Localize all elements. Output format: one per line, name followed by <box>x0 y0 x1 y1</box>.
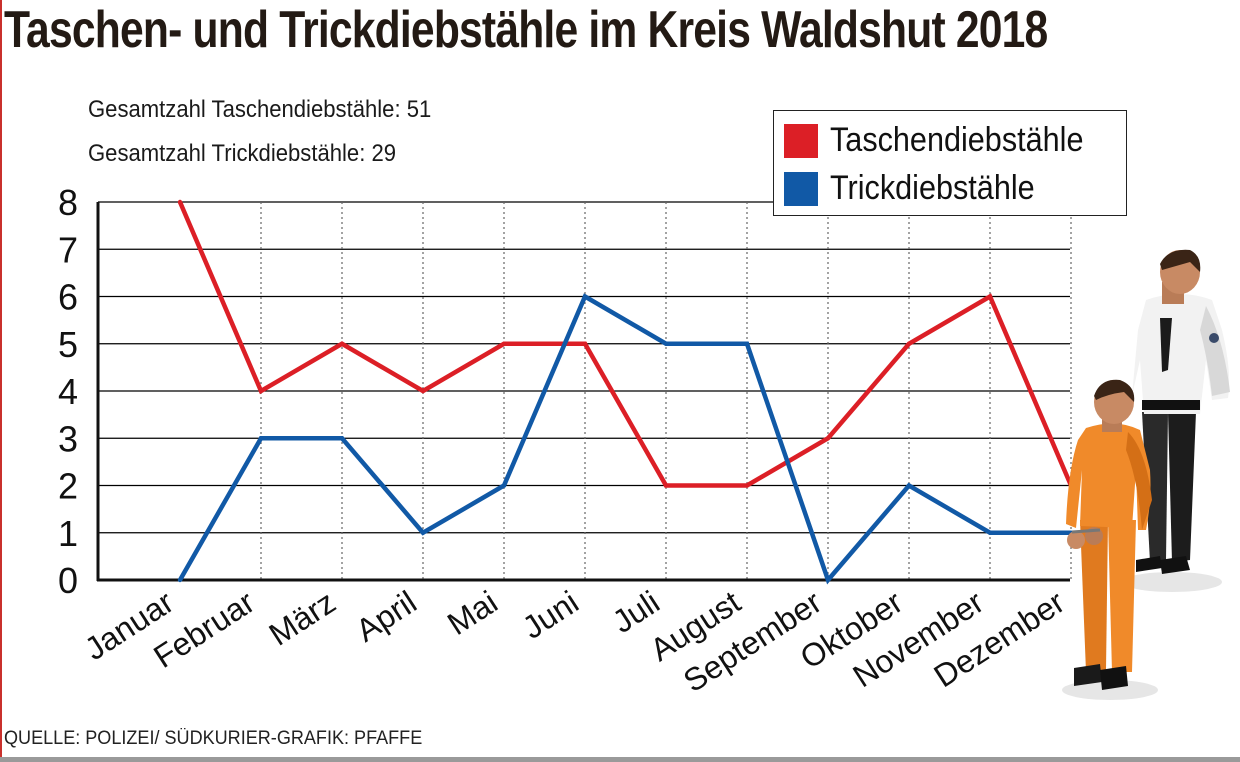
bottom-bar <box>0 757 1240 762</box>
total-trickdiebstaehle: Gesamtzahl Trickdiebstähle: 29 <box>88 140 397 167</box>
legend: Taschendiebstähle Trickdiebstähle <box>773 110 1127 216</box>
total-taschendiebstaehle: Gesamtzahl Taschendiebstähle: 51 <box>88 96 432 123</box>
y-tick-label-7: 7 <box>58 229 78 270</box>
data-point-s0-1 <box>258 388 264 394</box>
y-tick-label-6: 6 <box>58 277 78 318</box>
data-point-s0-5 <box>582 341 588 346</box>
data-point-s0-10 <box>987 294 993 299</box>
data-point-s1-3 <box>420 530 426 535</box>
x-tick-label-4: Mai <box>441 584 504 642</box>
legend-swatch-blue <box>784 171 818 206</box>
series-line-1 <box>178 293 1071 585</box>
left-border-rule <box>0 0 2 762</box>
data-point-s1-9 <box>906 483 912 488</box>
data-point-s0-9 <box>906 341 912 346</box>
police-prisoner-illustration <box>1062 249 1230 700</box>
legend-label-trickdiebstaehle: Trickdiebstähle <box>830 169 1035 207</box>
y-tick-label-1: 1 <box>58 513 78 554</box>
legend-label-taschendiebstaehle: Taschendiebstähle <box>830 121 1084 159</box>
data-point-s0-6 <box>663 483 669 488</box>
x-tick-label-3: April <box>350 584 423 649</box>
legend-item-trickdiebstaehle: Trickdiebstähle <box>784 169 1057 208</box>
y-tick-label-0: 0 <box>58 560 78 601</box>
data-point-s1-8 <box>825 577 831 583</box>
y-tick-label-2: 2 <box>58 466 78 507</box>
data-point-s1-1 <box>258 436 264 441</box>
data-point-s1-4 <box>501 483 507 488</box>
grid-layer <box>98 201 1072 580</box>
data-point-s1-0 <box>177 577 183 583</box>
source-credit: QUELLE: POLIZEI/ SÜDKURIER-GRAFIK: PFAFF… <box>4 728 423 749</box>
x-tick-label-2: März <box>263 584 342 653</box>
data-point-s0-3 <box>420 388 426 394</box>
legend-swatch-red <box>784 123 818 158</box>
data-point-s1-10 <box>987 530 993 535</box>
data-point-s0-2 <box>339 341 345 346</box>
data-point-s1-2 <box>339 436 345 441</box>
data-point-s0-8 <box>825 436 831 441</box>
x-tick-label-5: Juni <box>516 584 585 646</box>
data-point-s0-7 <box>744 483 750 488</box>
legend-item-taschendiebstaehle: Taschendiebstähle <box>784 121 1112 160</box>
series-line-0 <box>177 201 1074 488</box>
y-tick-label-8: 8 <box>58 182 78 223</box>
data-point-s1-7 <box>744 341 750 346</box>
y-tick-label-5: 5 <box>58 324 78 365</box>
data-point-s1-5 <box>582 294 588 299</box>
data-point-s0-4 <box>501 341 507 346</box>
data-point-s1-6 <box>663 341 669 346</box>
y-tick-label-3: 3 <box>58 418 78 459</box>
data-point-s0-0 <box>177 199 183 205</box>
chart-title: Taschen- und Trickdiebstähle im Kreis Wa… <box>4 1 1048 59</box>
y-tick-label-4: 4 <box>58 371 78 412</box>
